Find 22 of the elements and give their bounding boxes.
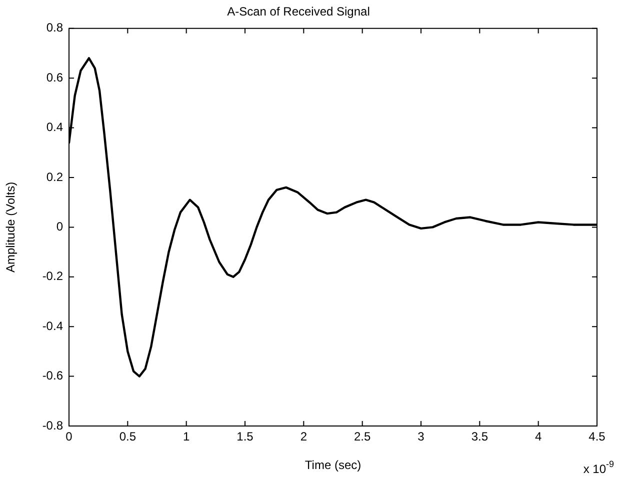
x-tick-label: 2.5: [354, 430, 371, 444]
x-axis-title: Time (sec): [304, 458, 362, 472]
x-tick-label: 1: [182, 430, 190, 444]
y-tick-label: 0.2: [46, 170, 64, 184]
y-tick-label: -0.2: [42, 269, 64, 284]
x-tick-label: 0.5: [119, 430, 136, 444]
y-tick-label: 0: [56, 220, 64, 234]
x-tick-label: 0: [66, 430, 73, 444]
x-tick-label: 3: [418, 430, 425, 444]
y-tick-label: -0.4: [42, 318, 64, 333]
y-axis-title: Amplitude (Volts): [4, 182, 18, 273]
x-tick-label: 1.5: [236, 430, 254, 444]
x-tick-label: 4: [534, 430, 542, 444]
y-tick-label: 0.4: [46, 120, 64, 134]
x-tick-label: 3.5: [471, 430, 488, 444]
chart-title: A-Scan of Received Signal: [227, 4, 370, 19]
y-tick-label: 0.8: [46, 20, 64, 35]
x-tick-label: 4.5: [588, 430, 606, 444]
y-tick-label: 0.6: [46, 70, 64, 84]
y-tick-label: -0.8: [42, 418, 64, 432]
x-tick-label: 2: [300, 430, 308, 444]
y-tick-label: -0.6: [42, 368, 64, 383]
